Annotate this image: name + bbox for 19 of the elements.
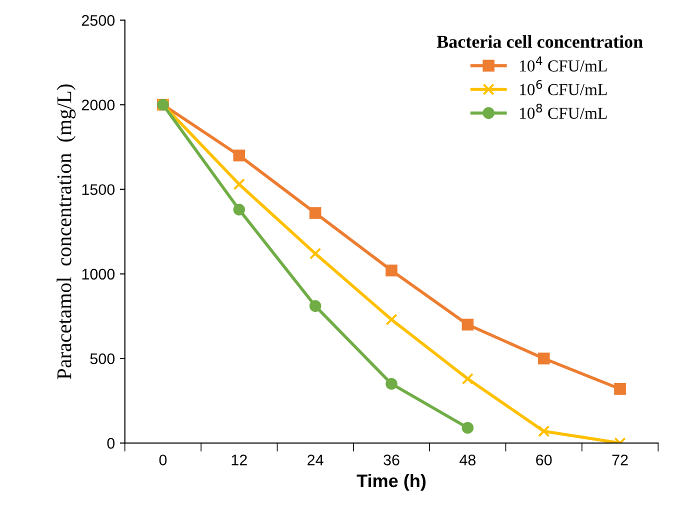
x-tick-label: 72: [612, 454, 628, 466]
y-tick-label: 1500: [82, 184, 115, 196]
legend-label: 10$^{4}$ CFU/mL: [520, 56, 607, 72]
x-tick-label: 0: [159, 454, 167, 466]
legend-title: Bacteria cell concentration: [436, 35, 643, 48]
x-tick-label: 24: [308, 454, 324, 466]
y-axis-title: Paracetamol concentration (mg/L): [56, 84, 76, 380]
y-tick-label: 2500: [82, 15, 115, 26]
x-tick-label: 36: [384, 454, 400, 466]
x-tick-label: 60: [536, 454, 552, 466]
y-tick-label: 500: [90, 353, 115, 364]
legend-label: 10$^{8}$ CFU/mL: [520, 104, 607, 119]
legend-label: 10$^{6}$ CFU/mL: [520, 80, 607, 96]
y-tick-label: 0: [107, 438, 115, 449]
x-axis-title: Time (h): [356, 474, 426, 491]
y-tick-label: 2000: [82, 100, 115, 110]
x-tick-label: 12: [232, 454, 247, 466]
y-tick-label: 1000: [82, 268, 115, 280]
x-tick-label: 48: [460, 454, 476, 466]
